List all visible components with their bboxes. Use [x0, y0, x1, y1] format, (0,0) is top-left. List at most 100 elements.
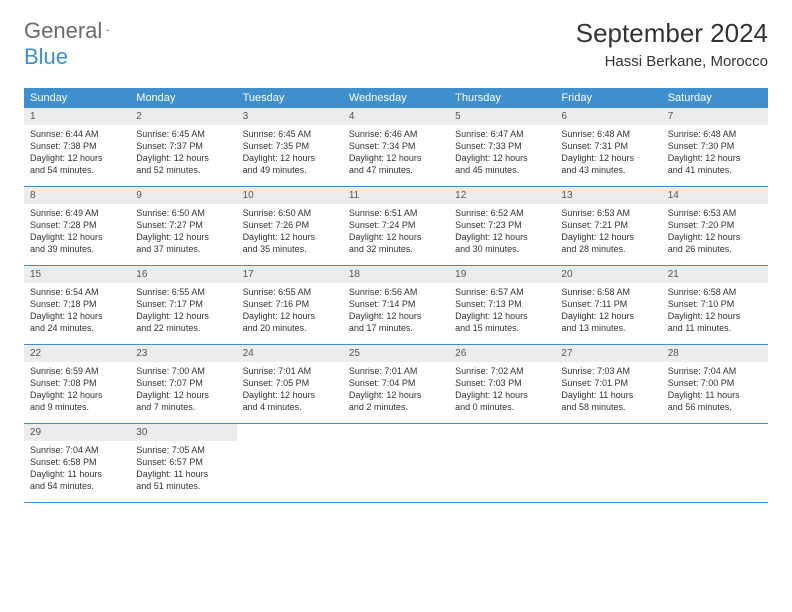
logo: General	[24, 18, 126, 44]
calendar-cell: 5Sunrise: 6:47 AMSunset: 7:33 PMDaylight…	[449, 108, 555, 186]
calendar-cell: 30Sunrise: 7:05 AMSunset: 6:57 PMDayligh…	[130, 424, 236, 502]
day-number: 7	[662, 108, 768, 125]
cell-body: Sunrise: 6:53 AMSunset: 7:20 PMDaylight:…	[662, 204, 768, 260]
month-title: September 2024	[576, 18, 768, 49]
day-number: 23	[130, 345, 236, 362]
page-header: General September 2024 Hassi Berkane, Mo…	[0, 0, 792, 78]
calendar-cell	[662, 424, 768, 502]
calendar-cell: 3Sunrise: 6:45 AMSunset: 7:35 PMDaylight…	[237, 108, 343, 186]
day-header: Sunday	[24, 88, 130, 108]
cell-body: Sunrise: 6:58 AMSunset: 7:11 PMDaylight:…	[555, 283, 661, 339]
day-number: 15	[24, 266, 130, 283]
day-number: 28	[662, 345, 768, 362]
day-number: 30	[130, 424, 236, 441]
week-row: 29Sunrise: 7:04 AMSunset: 6:58 PMDayligh…	[24, 424, 768, 503]
day-number: 12	[449, 187, 555, 204]
day-number: 10	[237, 187, 343, 204]
cell-body: Sunrise: 7:01 AMSunset: 7:05 PMDaylight:…	[237, 362, 343, 418]
week-row: 15Sunrise: 6:54 AMSunset: 7:18 PMDayligh…	[24, 266, 768, 345]
day-number: 19	[449, 266, 555, 283]
calendar-cell: 7Sunrise: 6:48 AMSunset: 7:30 PMDaylight…	[662, 108, 768, 186]
week-row: 8Sunrise: 6:49 AMSunset: 7:28 PMDaylight…	[24, 187, 768, 266]
day-number: 6	[555, 108, 661, 125]
calendar-cell: 11Sunrise: 6:51 AMSunset: 7:24 PMDayligh…	[343, 187, 449, 265]
day-header: Tuesday	[237, 88, 343, 108]
calendar-cell: 6Sunrise: 6:48 AMSunset: 7:31 PMDaylight…	[555, 108, 661, 186]
cell-body: Sunrise: 7:04 AMSunset: 7:00 PMDaylight:…	[662, 362, 768, 418]
calendar-cell: 29Sunrise: 7:04 AMSunset: 6:58 PMDayligh…	[24, 424, 130, 502]
day-header: Saturday	[662, 88, 768, 108]
calendar-cell: 22Sunrise: 6:59 AMSunset: 7:08 PMDayligh…	[24, 345, 130, 423]
calendar-cell: 24Sunrise: 7:01 AMSunset: 7:05 PMDayligh…	[237, 345, 343, 423]
cell-body: Sunrise: 6:47 AMSunset: 7:33 PMDaylight:…	[449, 125, 555, 181]
day-header: Monday	[130, 88, 236, 108]
day-number: 3	[237, 108, 343, 125]
day-number: 17	[237, 266, 343, 283]
cell-body: Sunrise: 7:04 AMSunset: 6:58 PMDaylight:…	[24, 441, 130, 497]
logo-sail-icon	[106, 22, 109, 38]
calendar-cell: 16Sunrise: 6:55 AMSunset: 7:17 PMDayligh…	[130, 266, 236, 344]
day-number: 27	[555, 345, 661, 362]
day-number: 2	[130, 108, 236, 125]
calendar-cell: 10Sunrise: 6:50 AMSunset: 7:26 PMDayligh…	[237, 187, 343, 265]
logo-text-general: General	[24, 18, 102, 44]
cell-body: Sunrise: 7:03 AMSunset: 7:01 PMDaylight:…	[555, 362, 661, 418]
day-header: Wednesday	[343, 88, 449, 108]
week-row: 1Sunrise: 6:44 AMSunset: 7:38 PMDaylight…	[24, 108, 768, 187]
day-number: 21	[662, 266, 768, 283]
cell-body: Sunrise: 6:54 AMSunset: 7:18 PMDaylight:…	[24, 283, 130, 339]
week-row: 22Sunrise: 6:59 AMSunset: 7:08 PMDayligh…	[24, 345, 768, 424]
title-block: September 2024 Hassi Berkane, Morocco	[576, 18, 768, 70]
cell-body: Sunrise: 6:55 AMSunset: 7:17 PMDaylight:…	[130, 283, 236, 339]
day-number: 4	[343, 108, 449, 125]
day-number: 20	[555, 266, 661, 283]
logo-text-blue: Blue	[24, 44, 68, 69]
day-number: 16	[130, 266, 236, 283]
day-number: 25	[343, 345, 449, 362]
cell-body: Sunrise: 6:57 AMSunset: 7:13 PMDaylight:…	[449, 283, 555, 339]
cell-body: Sunrise: 6:48 AMSunset: 7:30 PMDaylight:…	[662, 125, 768, 181]
day-number: 18	[343, 266, 449, 283]
cell-body: Sunrise: 6:59 AMSunset: 7:08 PMDaylight:…	[24, 362, 130, 418]
calendar-cell: 13Sunrise: 6:53 AMSunset: 7:21 PMDayligh…	[555, 187, 661, 265]
cell-body: Sunrise: 6:53 AMSunset: 7:21 PMDaylight:…	[555, 204, 661, 260]
day-number: 8	[24, 187, 130, 204]
logo-blue-row: Blue	[24, 44, 68, 70]
day-header: Thursday	[449, 88, 555, 108]
day-number: 5	[449, 108, 555, 125]
day-number: 1	[24, 108, 130, 125]
calendar-cell: 4Sunrise: 6:46 AMSunset: 7:34 PMDaylight…	[343, 108, 449, 186]
cell-body: Sunrise: 7:00 AMSunset: 7:07 PMDaylight:…	[130, 362, 236, 418]
calendar-cell: 18Sunrise: 6:56 AMSunset: 7:14 PMDayligh…	[343, 266, 449, 344]
cell-body: Sunrise: 6:58 AMSunset: 7:10 PMDaylight:…	[662, 283, 768, 339]
calendar-cell	[555, 424, 661, 502]
cell-body: Sunrise: 6:45 AMSunset: 7:37 PMDaylight:…	[130, 125, 236, 181]
calendar-cell	[343, 424, 449, 502]
cell-body: Sunrise: 6:45 AMSunset: 7:35 PMDaylight:…	[237, 125, 343, 181]
day-number: 26	[449, 345, 555, 362]
calendar-cell: 27Sunrise: 7:03 AMSunset: 7:01 PMDayligh…	[555, 345, 661, 423]
calendar-cell: 8Sunrise: 6:49 AMSunset: 7:28 PMDaylight…	[24, 187, 130, 265]
calendar-cell: 26Sunrise: 7:02 AMSunset: 7:03 PMDayligh…	[449, 345, 555, 423]
calendar-cell: 25Sunrise: 7:01 AMSunset: 7:04 PMDayligh…	[343, 345, 449, 423]
calendar-cell: 9Sunrise: 6:50 AMSunset: 7:27 PMDaylight…	[130, 187, 236, 265]
cell-body: Sunrise: 7:01 AMSunset: 7:04 PMDaylight:…	[343, 362, 449, 418]
cell-body: Sunrise: 7:05 AMSunset: 6:57 PMDaylight:…	[130, 441, 236, 497]
cell-body: Sunrise: 6:50 AMSunset: 7:27 PMDaylight:…	[130, 204, 236, 260]
cell-body: Sunrise: 6:56 AMSunset: 7:14 PMDaylight:…	[343, 283, 449, 339]
calendar-cell: 21Sunrise: 6:58 AMSunset: 7:10 PMDayligh…	[662, 266, 768, 344]
calendar-cell: 23Sunrise: 7:00 AMSunset: 7:07 PMDayligh…	[130, 345, 236, 423]
cell-body: Sunrise: 6:51 AMSunset: 7:24 PMDaylight:…	[343, 204, 449, 260]
day-header: Friday	[555, 88, 661, 108]
calendar-cell: 2Sunrise: 6:45 AMSunset: 7:37 PMDaylight…	[130, 108, 236, 186]
day-number: 13	[555, 187, 661, 204]
calendar-cell: 19Sunrise: 6:57 AMSunset: 7:13 PMDayligh…	[449, 266, 555, 344]
day-number: 9	[130, 187, 236, 204]
cell-body: Sunrise: 6:44 AMSunset: 7:38 PMDaylight:…	[24, 125, 130, 181]
calendar-cell: 14Sunrise: 6:53 AMSunset: 7:20 PMDayligh…	[662, 187, 768, 265]
cell-body: Sunrise: 6:55 AMSunset: 7:16 PMDaylight:…	[237, 283, 343, 339]
location-label: Hassi Berkane, Morocco	[576, 53, 768, 70]
calendar-cell: 28Sunrise: 7:04 AMSunset: 7:00 PMDayligh…	[662, 345, 768, 423]
cell-body: Sunrise: 6:50 AMSunset: 7:26 PMDaylight:…	[237, 204, 343, 260]
day-number: 14	[662, 187, 768, 204]
